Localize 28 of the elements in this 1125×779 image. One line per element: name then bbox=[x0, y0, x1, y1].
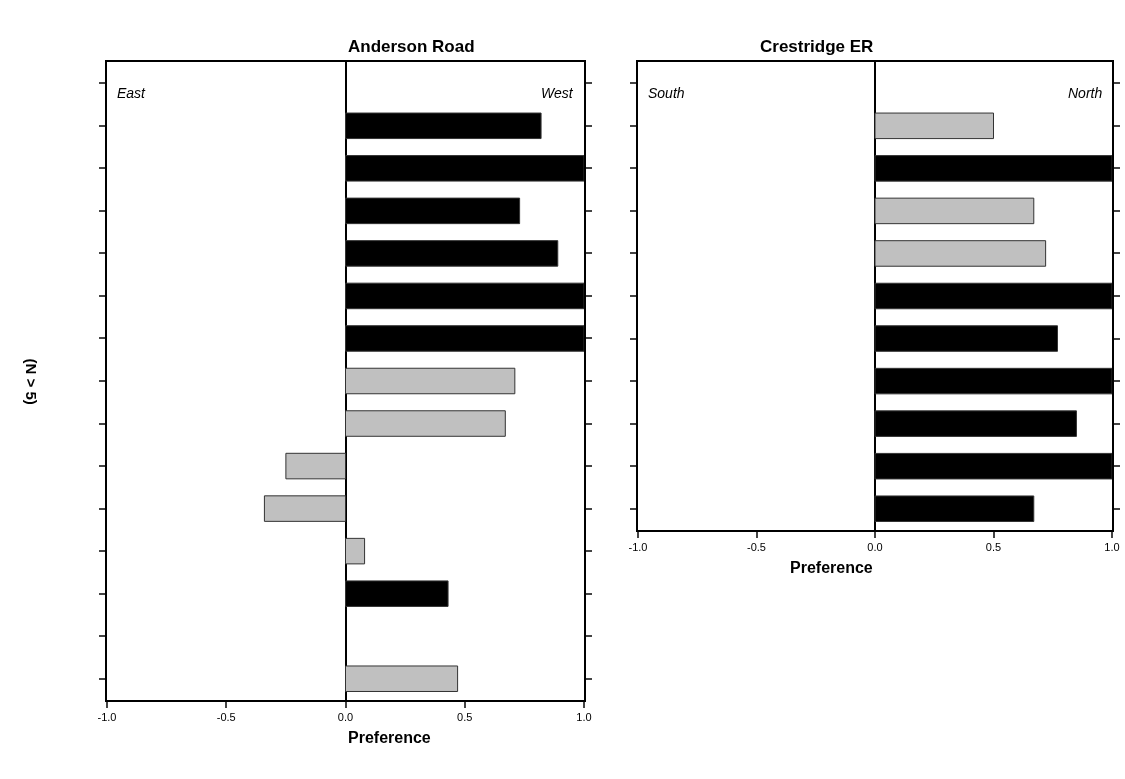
bar bbox=[345, 410, 506, 437]
bar bbox=[874, 197, 1035, 225]
bar bbox=[285, 452, 346, 480]
x-axis-title: Preference bbox=[348, 729, 431, 746]
chart-title: Anderson Road bbox=[348, 37, 475, 56]
x-tick-label: 0.5 bbox=[457, 710, 473, 723]
x-tick-label: 1.0 bbox=[576, 710, 592, 723]
bar bbox=[874, 112, 994, 140]
bar bbox=[874, 240, 1047, 267]
x-axis-title: Preference bbox=[790, 559, 873, 576]
annotation: North bbox=[1068, 85, 1103, 101]
annotation: East bbox=[117, 85, 147, 101]
annotation: West bbox=[541, 85, 574, 101]
bar bbox=[263, 495, 346, 522]
x-tick-label: 1.0 bbox=[1104, 540, 1120, 553]
x-tick-label: -0.5 bbox=[216, 710, 236, 723]
annotation: South bbox=[648, 85, 685, 101]
x-tick-label: -1.0 bbox=[628, 540, 648, 553]
x-tick-label: -0.5 bbox=[747, 540, 766, 553]
y-axis-title: (N > 5) bbox=[22, 358, 40, 405]
chart-title: Crestridge ER bbox=[760, 37, 874, 56]
bar bbox=[345, 367, 516, 395]
x-tick-label: 0.5 bbox=[985, 540, 1002, 553]
x-tick-label: 0.0 bbox=[337, 710, 354, 723]
bar bbox=[345, 665, 459, 692]
bar bbox=[345, 537, 366, 565]
x-tick-label: 0.0 bbox=[867, 540, 883, 553]
x-tick-label: -1.0 bbox=[97, 710, 117, 723]
